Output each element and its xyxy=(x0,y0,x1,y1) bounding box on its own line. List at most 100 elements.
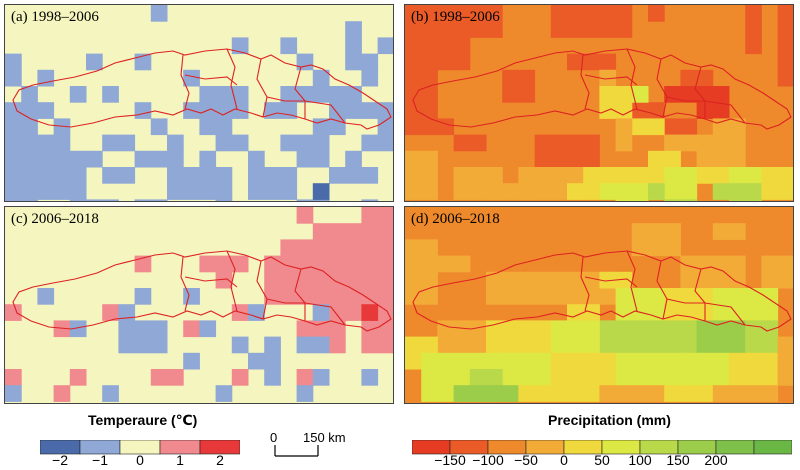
grid-cell xyxy=(567,183,600,200)
legend-tick-label: −1 xyxy=(92,452,108,468)
grid-cell xyxy=(312,369,330,386)
grid-cell xyxy=(453,385,519,402)
region-boundary xyxy=(412,250,792,332)
legend-tick-label: 100 xyxy=(628,452,652,468)
grid-cell xyxy=(53,118,71,136)
grid-cell xyxy=(167,134,184,152)
panel-label-b: (b) 1998–2006 xyxy=(411,9,500,25)
grid-cell xyxy=(134,150,184,168)
map-panel-b: (b) 1998–2006 xyxy=(404,4,794,202)
scale-bar-label: 150 km xyxy=(303,430,346,445)
grid-cell xyxy=(296,369,314,386)
grid-cell xyxy=(696,167,730,184)
sub-region-boundary xyxy=(266,96,346,124)
grid-cell xyxy=(377,37,393,55)
grid-cell xyxy=(199,255,249,273)
legend-tick-label: −100 xyxy=(472,452,504,468)
legend-tick-label: 200 xyxy=(704,452,728,468)
sub-region-boundary xyxy=(180,256,190,312)
grid-cell xyxy=(37,288,55,305)
grid-cell xyxy=(69,369,87,386)
grid-cell xyxy=(712,385,779,402)
grid-cell xyxy=(199,150,217,168)
grid-cell xyxy=(102,385,119,402)
sub-region-boundary xyxy=(656,260,668,320)
sub-region-boundary xyxy=(584,276,638,288)
grid-cell xyxy=(215,271,233,289)
sub-region-boundary xyxy=(266,298,346,326)
grid-cell xyxy=(664,118,698,136)
grid-cell xyxy=(361,304,379,321)
map-c-grid xyxy=(5,207,393,403)
grid-cell xyxy=(361,69,379,87)
map-d-grid xyxy=(405,207,793,403)
grid-cell xyxy=(486,320,552,354)
grid-cell xyxy=(329,167,379,184)
grid-cell xyxy=(712,288,779,321)
grid-cell xyxy=(248,167,298,200)
grid-cell xyxy=(729,352,779,386)
legend-tick-label: 50 xyxy=(594,452,610,468)
grid-cell xyxy=(680,69,714,87)
grid-cell xyxy=(5,150,103,168)
sub-region-boundary xyxy=(626,250,638,312)
legend-swatch xyxy=(199,440,240,455)
grid-cell xyxy=(5,53,22,71)
grid-cell xyxy=(345,150,362,168)
grid-cell xyxy=(777,336,793,386)
legend-tick-label: 1 xyxy=(176,452,184,468)
grid-cell xyxy=(183,320,200,338)
grid-cell xyxy=(615,352,681,386)
grid-cell xyxy=(599,69,617,87)
grid-cell xyxy=(21,86,38,103)
grid-cell xyxy=(231,37,249,55)
grid-cell xyxy=(150,5,168,22)
sub-region-boundary xyxy=(656,58,668,118)
sub-region-boundary xyxy=(294,66,306,119)
grid-cell xyxy=(312,183,330,200)
scale-bar-zero: 0 xyxy=(270,430,278,445)
grid-cell xyxy=(134,199,168,201)
grid-cell xyxy=(664,86,730,103)
grid-cell xyxy=(118,304,136,321)
grid-cell xyxy=(761,255,793,289)
grid-cell xyxy=(664,199,698,201)
grid-cell xyxy=(599,183,649,200)
map-panel-c: (c) 2006–2018 xyxy=(4,206,394,404)
boundary-a xyxy=(12,48,392,130)
grid-cell xyxy=(5,102,55,119)
grid-cell xyxy=(5,369,22,386)
sub-region-boundary xyxy=(184,276,238,288)
legend-tick-label: −50 xyxy=(514,452,538,468)
grid-cell xyxy=(248,150,265,168)
grid-cell xyxy=(264,336,281,354)
sub-region-boundary xyxy=(256,58,268,118)
temperature-legend-title: Temperaure (℃) xyxy=(88,412,198,428)
grid-cell xyxy=(777,5,793,87)
grid-cell xyxy=(296,385,314,402)
grid-cell xyxy=(53,320,71,338)
map-panel-a: (a) 1998–2006 xyxy=(4,4,394,202)
grid-cell xyxy=(296,207,314,224)
sub-region-boundary xyxy=(584,74,638,86)
grid-cell xyxy=(102,304,119,321)
legend-tick-label: −2 xyxy=(52,452,68,468)
grid-cell xyxy=(69,199,119,201)
grid-cell xyxy=(437,255,471,273)
grid-cell xyxy=(248,304,265,321)
grid-cell xyxy=(5,199,38,201)
grid-cell xyxy=(5,134,71,152)
grid-cell xyxy=(296,53,314,71)
sub-region-boundary xyxy=(226,48,238,110)
grid-cell xyxy=(615,118,633,152)
sub-region-boundary xyxy=(666,96,746,124)
grid-cell xyxy=(312,118,346,136)
sub-region-boundary xyxy=(294,268,306,321)
grid-cell xyxy=(729,199,762,201)
grid-cell xyxy=(712,118,746,152)
grid-cell xyxy=(215,199,233,201)
panel-label-a: (a) 1998–2006 xyxy=(11,9,99,25)
grid-cell xyxy=(5,69,22,87)
grid-cell xyxy=(502,69,536,103)
panel-label-d: (d) 2006–2018 xyxy=(411,211,500,227)
